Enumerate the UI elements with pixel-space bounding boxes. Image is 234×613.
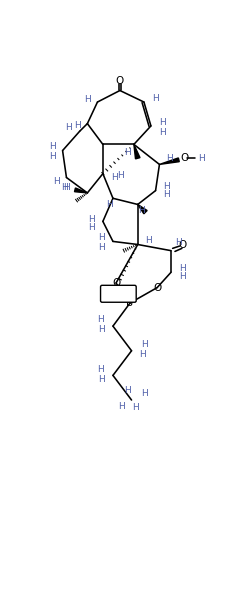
Text: H: H <box>163 182 170 191</box>
Text: H: H <box>99 375 105 384</box>
Text: H: H <box>65 123 72 132</box>
Text: H: H <box>54 177 60 186</box>
Text: H: H <box>124 386 131 395</box>
Polygon shape <box>74 188 87 193</box>
Text: B: B <box>126 298 134 308</box>
Text: H: H <box>97 365 104 374</box>
Text: H: H <box>119 402 125 411</box>
Polygon shape <box>159 158 179 164</box>
Text: H: H <box>146 236 152 245</box>
Text: H: H <box>141 340 148 349</box>
Text: H: H <box>49 142 56 151</box>
Text: H: H <box>99 233 105 242</box>
Text: H: H <box>64 183 70 192</box>
Text: H: H <box>62 183 68 192</box>
Polygon shape <box>138 205 147 214</box>
Text: H: H <box>159 128 165 137</box>
Text: H: H <box>179 272 186 281</box>
Text: H: H <box>141 389 148 398</box>
Text: H: H <box>124 148 131 156</box>
Text: H: H <box>117 170 124 180</box>
Text: H: H <box>175 238 182 248</box>
Text: H: H <box>111 173 117 182</box>
Text: H: H <box>132 403 139 412</box>
Text: H: H <box>88 223 95 232</box>
Text: H: H <box>99 326 105 335</box>
Text: H: H <box>99 243 105 252</box>
Text: O: O <box>153 283 161 292</box>
Polygon shape <box>134 145 140 159</box>
Text: H: H <box>97 316 104 324</box>
Text: H: H <box>163 190 170 199</box>
Text: O: O <box>116 76 124 86</box>
Text: H: H <box>88 215 95 224</box>
Text: H: H <box>106 200 113 209</box>
Text: H: H <box>74 121 81 131</box>
Text: H: H <box>84 95 91 104</box>
FancyBboxPatch shape <box>101 285 136 302</box>
Text: O: O <box>180 153 188 163</box>
Text: O: O <box>112 278 120 288</box>
Text: H: H <box>138 206 145 215</box>
Text: H: H <box>198 154 205 163</box>
Text: H: H <box>179 264 186 273</box>
Text: H: H <box>49 152 56 161</box>
Text: H: H <box>152 94 158 103</box>
Text: H: H <box>139 350 146 359</box>
Text: Abs: Abs <box>110 289 127 299</box>
Text: H: H <box>159 118 165 126</box>
Text: O: O <box>179 240 187 249</box>
Text: H: H <box>166 154 172 163</box>
